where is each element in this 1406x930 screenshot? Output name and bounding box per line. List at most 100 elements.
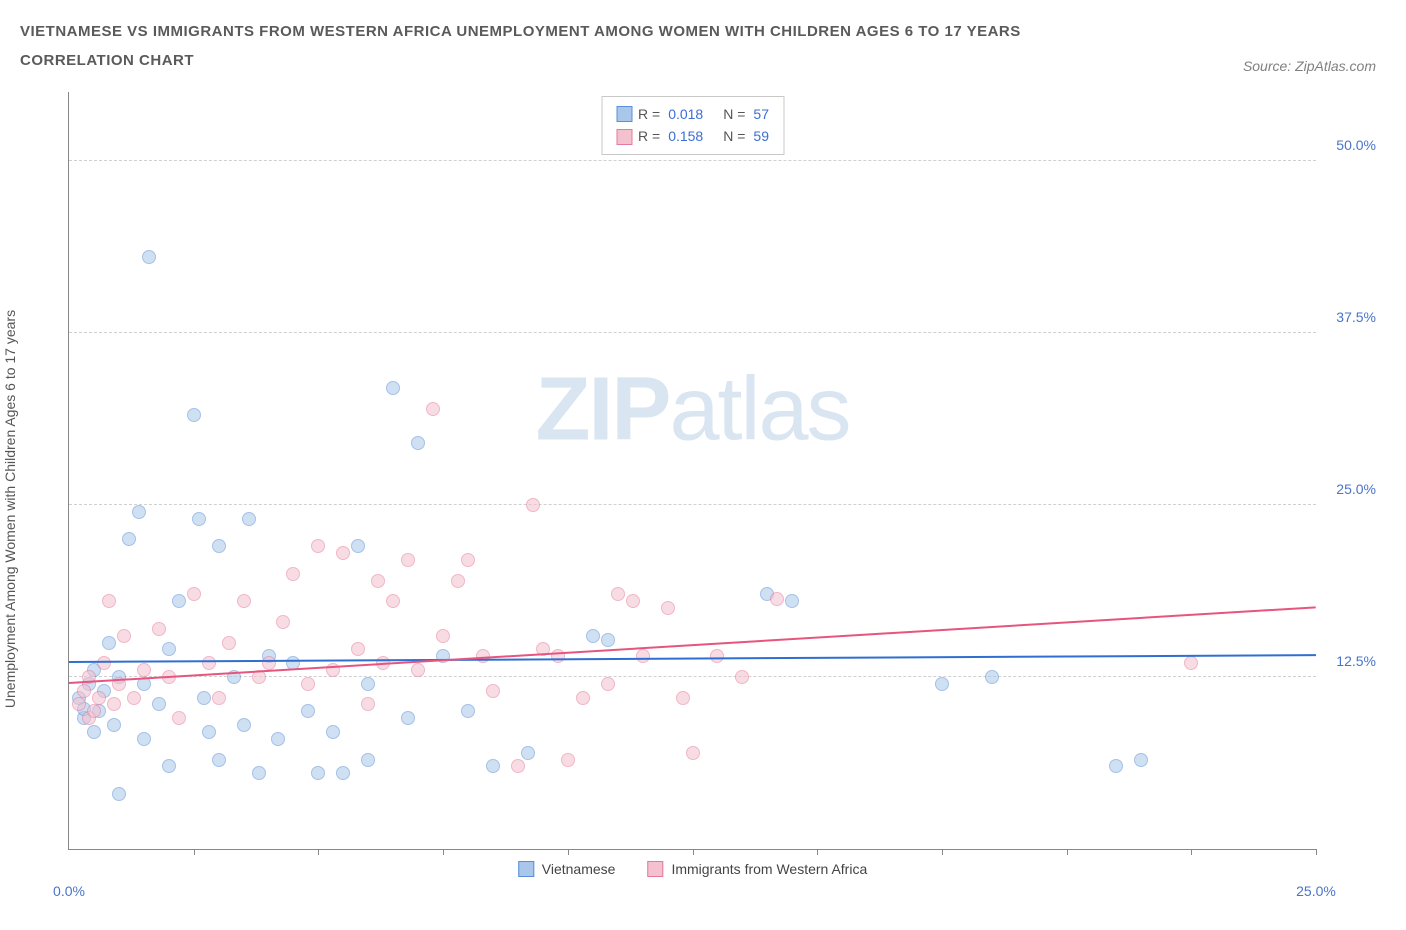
gridline xyxy=(69,332,1316,333)
data-point xyxy=(237,718,251,732)
watermark: ZIPatlas xyxy=(535,358,849,461)
data-point xyxy=(1134,753,1148,767)
data-point xyxy=(222,636,236,650)
data-point xyxy=(262,656,276,670)
data-point xyxy=(411,663,425,677)
y-tick-label: 12.5% xyxy=(1336,653,1376,669)
data-point xyxy=(371,574,385,588)
data-point xyxy=(1184,656,1198,670)
data-point xyxy=(386,594,400,608)
legend-item: Immigrants from Western Africa xyxy=(647,861,867,877)
data-point xyxy=(117,629,131,643)
gridline xyxy=(69,160,1316,161)
data-point xyxy=(311,539,325,553)
legend-stat-row: R =0.018N =57 xyxy=(616,103,769,125)
data-point xyxy=(361,677,375,691)
x-min-label: 0.0% xyxy=(53,883,85,899)
data-point xyxy=(202,725,216,739)
data-point xyxy=(112,787,126,801)
data-point xyxy=(87,704,101,718)
data-point xyxy=(137,732,151,746)
x-tick xyxy=(817,849,818,855)
data-point xyxy=(107,718,121,732)
data-point xyxy=(301,677,315,691)
data-point xyxy=(351,642,365,656)
data-point xyxy=(710,649,724,663)
data-point xyxy=(237,594,251,608)
stat-n-value: 57 xyxy=(753,103,769,125)
data-point xyxy=(252,766,266,780)
stat-r-value: 0.158 xyxy=(668,125,703,147)
data-point xyxy=(276,615,290,629)
data-point xyxy=(636,649,650,663)
gridline xyxy=(69,504,1316,505)
data-point xyxy=(202,656,216,670)
data-point xyxy=(601,677,615,691)
data-point xyxy=(271,732,285,746)
data-point xyxy=(172,711,186,725)
x-tick xyxy=(1191,849,1192,855)
data-point xyxy=(785,594,799,608)
data-point xyxy=(172,594,186,608)
data-point xyxy=(187,408,201,422)
stat-n-label: N = xyxy=(723,103,745,125)
x-tick xyxy=(1067,849,1068,855)
data-point xyxy=(985,670,999,684)
data-point xyxy=(436,629,450,643)
data-point xyxy=(661,601,675,615)
data-point xyxy=(426,402,440,416)
data-point xyxy=(192,512,206,526)
legend-stats: R =0.018N =57R =0.158N =59 xyxy=(601,96,784,155)
data-point xyxy=(451,574,465,588)
y-axis-label: Unemployment Among Women with Children A… xyxy=(2,310,18,708)
source-label: Source: ZipAtlas.com xyxy=(1243,58,1376,74)
legend-stat-row: R =0.158N =59 xyxy=(616,125,769,147)
data-point xyxy=(461,553,475,567)
data-point xyxy=(676,691,690,705)
data-point xyxy=(386,381,400,395)
data-point xyxy=(286,567,300,581)
data-point xyxy=(132,505,146,519)
x-tick xyxy=(693,849,694,855)
data-point xyxy=(301,704,315,718)
data-point xyxy=(611,587,625,601)
data-point xyxy=(242,512,256,526)
data-point xyxy=(162,642,176,656)
data-point xyxy=(1109,759,1123,773)
data-point xyxy=(626,594,640,608)
stat-n-value: 59 xyxy=(753,125,769,147)
chart-title-1: Vietnamese vs Immigrants from Western Af… xyxy=(20,18,1386,47)
data-point xyxy=(361,753,375,767)
data-point xyxy=(72,697,86,711)
data-point xyxy=(486,759,500,773)
y-tick-label: 25.0% xyxy=(1336,481,1376,497)
chart-container: Unemployment Among Women with Children A… xyxy=(20,92,1386,910)
x-tick xyxy=(568,849,569,855)
data-point xyxy=(137,663,151,677)
data-point xyxy=(770,592,784,606)
data-point xyxy=(87,725,101,739)
legend-swatch xyxy=(616,106,632,122)
data-point xyxy=(326,725,340,739)
data-point xyxy=(336,766,350,780)
trend-line xyxy=(69,606,1316,684)
stat-r-label: R = xyxy=(638,103,660,125)
x-max-label: 25.0% xyxy=(1296,883,1336,899)
data-point xyxy=(586,629,600,643)
x-tick xyxy=(318,849,319,855)
data-point xyxy=(521,746,535,760)
data-point xyxy=(152,622,166,636)
data-point xyxy=(102,594,116,608)
data-point xyxy=(187,587,201,601)
data-point xyxy=(526,498,540,512)
legend-swatch xyxy=(616,129,632,145)
x-tick xyxy=(443,849,444,855)
data-point xyxy=(351,539,365,553)
data-point xyxy=(212,691,226,705)
data-point xyxy=(486,684,500,698)
y-tick-label: 50.0% xyxy=(1336,137,1376,153)
data-point xyxy=(127,691,141,705)
data-point xyxy=(401,553,415,567)
data-point xyxy=(97,656,111,670)
data-point xyxy=(152,697,166,711)
